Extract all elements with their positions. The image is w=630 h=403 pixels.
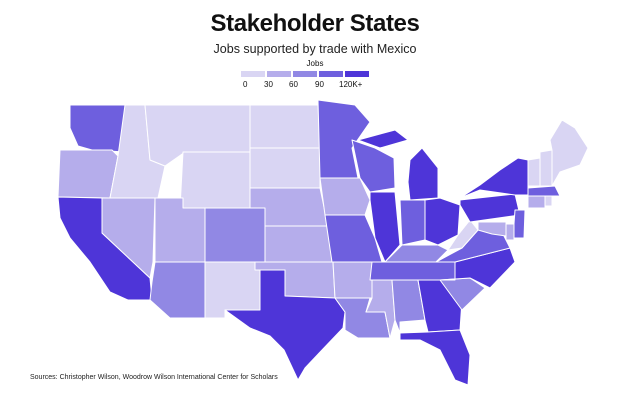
state-NC[interactable] (439, 247, 516, 289)
legend-label: 60 (289, 80, 298, 89)
state-WI[interactable] (351, 139, 396, 193)
legend-title: Jobs (306, 59, 324, 68)
state-SD[interactable] (249, 147, 321, 189)
state-IA[interactable] (319, 177, 371, 216)
legend-label: 90 (315, 80, 324, 89)
state-VT[interactable] (527, 157, 541, 187)
state-WV[interactable] (447, 219, 479, 251)
state-TN[interactable] (369, 261, 463, 281)
legend-swatch (267, 71, 291, 77)
legend-swatch (319, 71, 343, 77)
legend-labels: 0 30 60 90 120K+ (241, 80, 371, 92)
state-CT[interactable] (527, 195, 546, 209)
state-NY[interactable] (459, 157, 529, 199)
state-RI[interactable] (544, 195, 553, 207)
chart-title: Stakeholder States (210, 10, 420, 37)
state-ME[interactable] (549, 119, 589, 187)
legend-swatches (241, 71, 371, 77)
state-OH[interactable] (424, 197, 461, 246)
chart-subtitle: Jobs supported by trade with Mexico (213, 42, 417, 56)
state-UT[interactable] (154, 197, 206, 263)
state-WY[interactable] (179, 151, 251, 209)
state-ND[interactable] (249, 104, 321, 149)
source-note: Sources: Christopher Wilson, Woodrow Wil… (30, 374, 278, 381)
legend-label: 30 (264, 80, 273, 89)
state-NJ[interactable] (512, 209, 526, 239)
state-CO[interactable] (204, 207, 266, 263)
state-OR[interactable] (57, 149, 119, 199)
legend-label: 120K+ (339, 80, 363, 89)
state-IN[interactable] (399, 199, 426, 246)
state-TX[interactable] (224, 269, 346, 381)
legend-swatch (241, 71, 265, 77)
state-DE[interactable] (505, 223, 515, 241)
legend-label: 0 (243, 80, 248, 89)
legend-swatch (345, 71, 369, 77)
state-PA[interactable] (459, 193, 521, 223)
state-WA[interactable] (69, 104, 128, 153)
state-MD[interactable] (477, 221, 507, 237)
state-NH[interactable] (539, 149, 553, 187)
state-KS[interactable] (264, 225, 333, 263)
state-MA[interactable] (527, 185, 561, 197)
legend-swatch (293, 71, 317, 77)
state-FL[interactable] (399, 329, 471, 386)
state-AZ[interactable] (149, 261, 206, 319)
